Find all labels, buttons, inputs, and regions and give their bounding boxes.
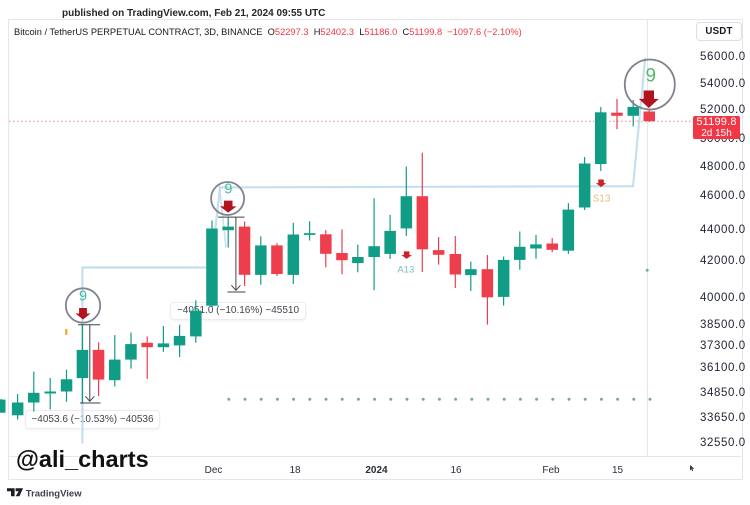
svg-text:S13: S13 [593,194,611,205]
svg-text:TradingView: TradingView [26,489,82,500]
svg-text:9: 9 [224,182,232,198]
svg-text:9: 9 [79,289,87,305]
svg-text:9: 9 [646,66,657,87]
svg-text:A13: A13 [397,265,414,276]
